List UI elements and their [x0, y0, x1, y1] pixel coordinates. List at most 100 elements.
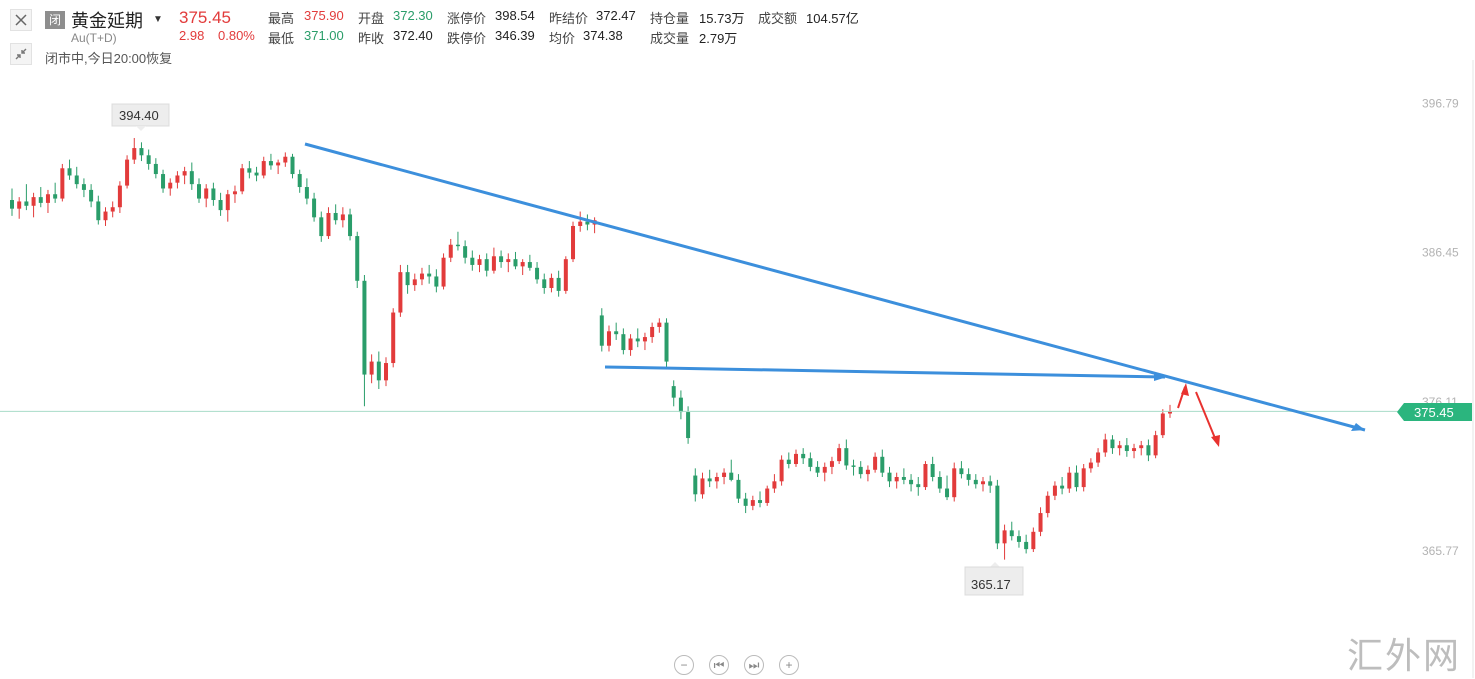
zoom-in-button[interactable]: + — [779, 655, 799, 675]
scroll-start-button[interactable]: ⏮ — [709, 655, 729, 675]
candle-body — [714, 476, 719, 482]
candle-body — [45, 194, 50, 203]
candle-body — [1096, 452, 1101, 463]
candle-body — [535, 267, 540, 280]
price-badge-bg — [1397, 403, 1472, 421]
candle-body — [419, 273, 424, 280]
candle-body — [10, 200, 14, 209]
candle-body — [549, 277, 554, 289]
candle-body — [786, 459, 791, 465]
candle-body — [887, 472, 892, 482]
candle-body — [722, 472, 727, 477]
scroll-end-button[interactable]: ⏭ — [744, 655, 764, 675]
candle-body — [232, 191, 237, 195]
candle-body — [671, 386, 676, 398]
candle-body — [499, 256, 504, 263]
down-arrowhead — [1211, 435, 1220, 447]
candle-body — [427, 273, 432, 277]
collapse-arrows-icon — [15, 48, 27, 60]
candle-body — [520, 262, 525, 267]
candle-body — [614, 331, 619, 335]
candle-body — [858, 466, 863, 475]
chevron-down-icon[interactable]: ▼ — [153, 14, 163, 25]
max-price-label: 394.40 — [119, 108, 159, 123]
candle-body — [74, 175, 79, 185]
candle-body — [585, 221, 590, 225]
candle-body — [779, 459, 784, 482]
candle-body — [772, 481, 777, 489]
candle-body — [376, 361, 381, 381]
candle-body — [333, 212, 338, 221]
open-interest-label: 持仓量 — [650, 11, 690, 26]
candle-body — [491, 256, 496, 271]
instrument-title[interactable]: 黄金延期 — [71, 11, 143, 31]
candle-body — [923, 464, 928, 488]
candle-body — [175, 175, 180, 183]
high-label: 最高 — [268, 11, 295, 26]
instrument-code: Au(T+D) — [71, 31, 117, 45]
candle-body — [1117, 445, 1122, 449]
limit-down-value: 346.39 — [495, 28, 535, 43]
watermark-logo: 汇外网 — [1347, 636, 1462, 676]
candle-body — [240, 168, 245, 192]
candle-body — [463, 246, 468, 258]
candle-body — [17, 201, 22, 209]
candle-body — [693, 475, 698, 495]
candle-body — [865, 469, 870, 475]
candle-body — [1031, 531, 1036, 550]
avg-label: 均价 — [549, 31, 576, 46]
candle-body — [930, 464, 935, 477]
candle-body — [384, 363, 389, 381]
candle-body — [801, 453, 806, 459]
candle-body — [60, 168, 65, 199]
candle-body — [894, 476, 899, 482]
candle-body — [81, 184, 86, 190]
candle-body — [973, 479, 978, 485]
candle-body — [139, 148, 144, 156]
price-badge-label: 375.45 — [1414, 405, 1454, 420]
prev-settle-label: 昨结价 — [549, 11, 589, 26]
candle-body — [837, 448, 842, 462]
candle-body — [254, 172, 259, 176]
candle-body — [901, 476, 906, 480]
candle-body — [808, 458, 813, 467]
candle-body — [276, 162, 281, 166]
candle-body — [635, 338, 640, 342]
candle-body — [103, 211, 108, 221]
limit-up-value: 398.54 — [495, 8, 535, 23]
candle-body — [161, 174, 166, 189]
down-arrow-line — [1195, 391, 1218, 444]
y-tick-label: 386.45 — [1422, 246, 1459, 260]
turnover-value: 104.57亿 — [806, 11, 859, 26]
candle-body — [628, 338, 633, 351]
high-value: 375.90 — [304, 8, 344, 23]
candle-body — [398, 272, 403, 313]
candle-body — [650, 326, 655, 338]
candle-body — [988, 481, 993, 486]
candle-body — [1009, 530, 1014, 537]
candle-body — [67, 168, 72, 176]
candles-layer — [10, 137, 1172, 560]
candle-body — [686, 412, 691, 439]
limit-down-label: 跌停价 — [447, 31, 487, 46]
candle-body — [1016, 536, 1021, 542]
zoom-out-button[interactable]: − — [674, 655, 694, 675]
candle-body — [1146, 445, 1151, 456]
close-button[interactable] — [10, 9, 32, 31]
candle-body — [599, 315, 604, 346]
candle-body — [1002, 530, 1007, 544]
candle-body — [1074, 472, 1079, 488]
candle-body — [578, 221, 583, 226]
collapse-button[interactable] — [10, 43, 32, 65]
candle-body — [1088, 462, 1093, 469]
candle-body — [880, 456, 885, 473]
candle-body — [448, 244, 453, 258]
candle-body — [1024, 541, 1029, 550]
prev-close-label: 昨收 — [358, 31, 385, 46]
candle-body — [1132, 448, 1137, 452]
min-callout: 365.17 — [964, 562, 1024, 596]
candle-body — [53, 194, 58, 199]
candle-body — [434, 276, 439, 287]
price-change: 2.98 — [179, 28, 205, 43]
